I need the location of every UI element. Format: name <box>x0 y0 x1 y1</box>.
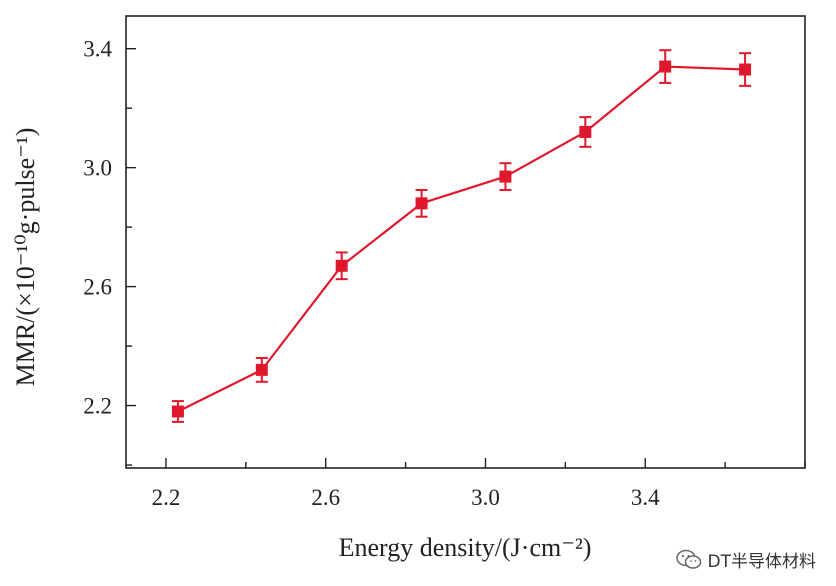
y-tick-label: 3.0 <box>83 156 112 181</box>
data-point <box>659 60 672 73</box>
x-axis-title: Energy density/(J·cm⁻²) <box>339 533 592 562</box>
data-point <box>171 405 184 418</box>
y-tick-label: 2.6 <box>83 275 112 300</box>
watermark-text: DT半导体材料 <box>707 552 816 572</box>
data-point <box>499 170 512 183</box>
x-tick-label: 2.2 <box>152 485 181 510</box>
series-layer <box>171 49 752 423</box>
y-axis-tick-labels: 2.2 2.6 3.0 3.4 <box>83 37 112 419</box>
x-tick-label: 3.0 <box>471 485 500 510</box>
series-line <box>177 65 746 413</box>
data-point <box>415 197 428 210</box>
y-tick-label: 2.2 <box>83 394 112 419</box>
y-axis-title: MMR/(×10⁻¹⁰g·pulse⁻¹) <box>11 128 40 387</box>
x-axis-tick-labels: 2.2 2.6 3.0 3.4 <box>152 485 661 510</box>
data-point <box>255 363 268 376</box>
watermark: DT半导体材料 <box>675 547 816 572</box>
plot-frame <box>125 15 806 469</box>
x-tick-label: 3.4 <box>631 485 660 510</box>
data-point <box>739 63 752 76</box>
x-axis-ticks <box>165 458 806 468</box>
y-axis-ticks <box>126 48 136 466</box>
x-tick-label: 2.6 <box>311 485 340 510</box>
wechat-icon <box>675 549 701 569</box>
y-tick-label: 3.4 <box>83 37 112 62</box>
data-point <box>335 259 348 272</box>
data-point <box>579 125 592 138</box>
